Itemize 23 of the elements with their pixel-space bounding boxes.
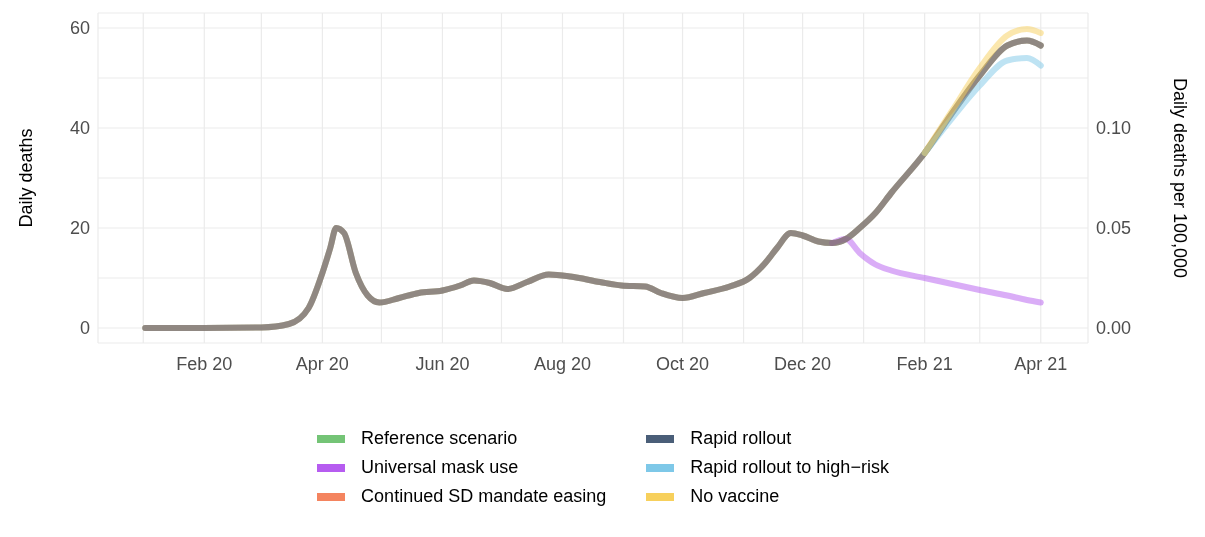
legend-label: Reference scenario (361, 428, 518, 449)
x-tick-label: Apr 20 (295, 353, 349, 374)
y-tick-label: 20 (69, 218, 90, 239)
y-tick-label: 40 (69, 118, 90, 139)
x-tick-label: Jun 20 (415, 353, 470, 374)
x-tick-label: Feb 21 (896, 353, 953, 374)
legend-label: Universal mask use (361, 457, 519, 478)
y2-axis-title: Daily deaths per 100,000 (1169, 77, 1190, 279)
y-tick-label: 0 (79, 318, 90, 339)
x-tick-label: Feb 20 (176, 353, 233, 374)
legend-label: No vaccine (690, 486, 780, 507)
legend-label: Continued SD mandate easing (361, 486, 607, 507)
legend-label: Rapid rollout (690, 428, 792, 449)
y2-tick-label: 0.00 (1096, 318, 1132, 339)
y2-tick-label: 0.10 (1096, 118, 1132, 139)
x-tick-label: Oct 20 (656, 353, 710, 374)
y-tick-label: 60 (69, 18, 90, 39)
y2-tick-label: 0.05 (1096, 218, 1132, 239)
x-tick-label: Dec 20 (774, 353, 832, 374)
legend-label: Rapid rollout to high−risk (690, 457, 889, 478)
y-axis-title: Daily deaths (16, 128, 37, 228)
x-tick-label: Aug 20 (533, 353, 592, 374)
x-tick-label: Apr 21 (1014, 353, 1068, 374)
